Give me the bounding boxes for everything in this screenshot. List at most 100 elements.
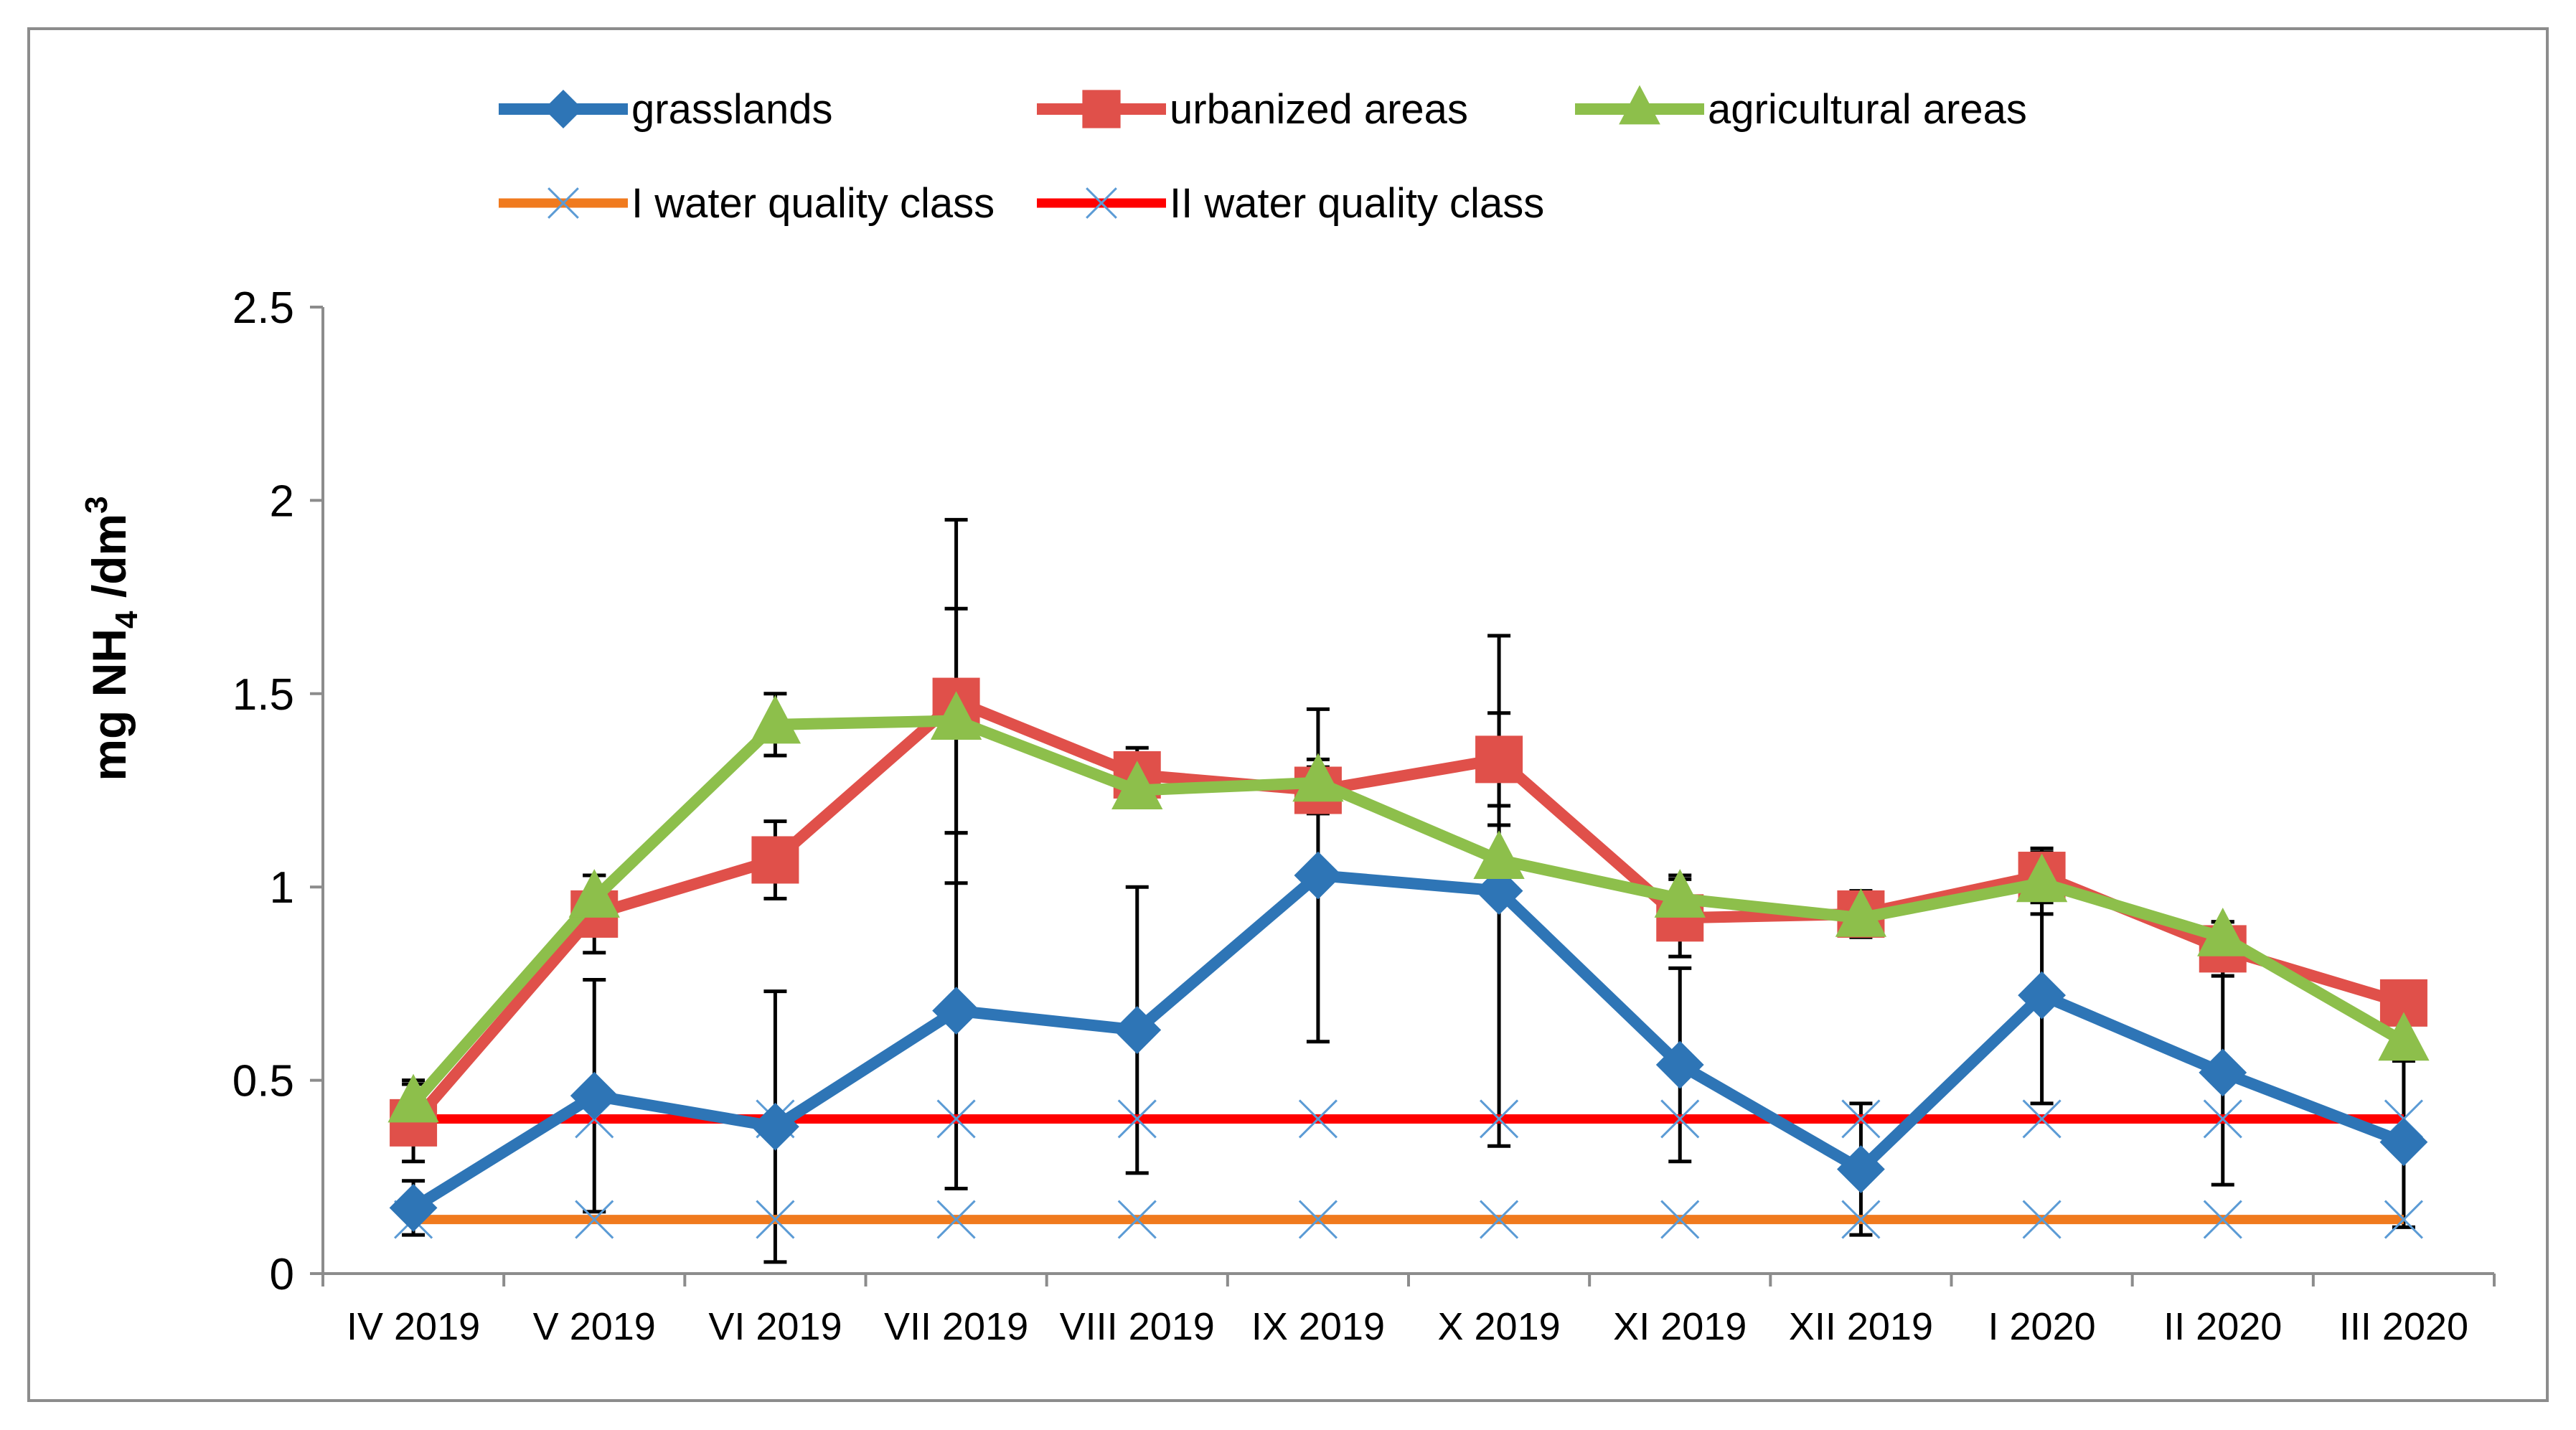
data-point-agricultural-areas [568,869,620,918]
data-point-ii-water-quality-class [1660,1099,1700,1139]
legend-marker [543,89,583,129]
x-tick-label: XI 2019 [1613,1305,1747,1348]
x-tick-label: X 2019 [1438,1305,1561,1348]
x-tick-label: VIII 2019 [1060,1305,1215,1348]
y-tick-label: 2.5 [232,283,294,333]
data-point-grasslands [2199,1048,2247,1097]
data-point-grasslands [932,987,980,1035]
legend-item-urbanized-areas: urbanized areas [1037,86,1468,133]
data-point-agricultural-areas [1473,830,1525,879]
y-axis-title: mg NH4 /dm3 [79,496,144,781]
data-point-agricultural-areas [930,691,982,740]
data-point-agricultural-areas [2197,907,2249,956]
data-point-i-water-quality-class [936,1200,976,1239]
data-point-ii-water-quality-class [2022,1099,2062,1139]
legend-item-grasslands: grasslands [499,86,832,133]
legend-item-agricultural-areas: agricultural areas [1575,85,2027,133]
data-point-i-water-quality-class [575,1200,614,1239]
data-point-agricultural-areas [1292,753,1344,802]
legend-marker [547,187,579,219]
chart-border [27,27,2549,1402]
x-marker-stroke [1660,1099,1700,1139]
x-marker-stroke [1298,1099,1338,1139]
data-point-agricultural-areas [749,695,802,744]
data-point-agricultural-areas [1835,888,1887,937]
legend: grasslands urbanized areas agricultural ar… [499,85,2027,227]
data-point-grasslands [2018,971,2066,1020]
x-marker-stroke [2022,1200,2062,1239]
data-point-urbanized-areas [751,836,799,884]
x-tick-label: VI 2019 [708,1305,842,1348]
data-point-grasslands [1475,867,1523,916]
data-point-agricultural-areas [387,1073,439,1123]
data-point-ii-water-quality-class [1298,1099,1338,1139]
x-marker-stroke [2203,1200,2242,1239]
x-tick-label: IX 2019 [1251,1305,1385,1348]
y-tick-label: 1.5 [232,670,294,720]
x-tick-label: V 2019 [533,1305,656,1348]
axes: 0 0.5 1 1.5 2 2.5 IV 2019 V 2019 VI 2019 VII 2019… [232,283,2496,1348]
data-point-agricultural-areas [1111,761,1163,809]
legend-marker [1086,187,1117,219]
data-point-agricultural-areas [1654,869,1706,918]
x-tick-label: XII 2019 [1789,1305,1933,1348]
x-marker-stroke [936,1099,976,1139]
x-marker-stroke [1841,1200,1881,1239]
data-point-grasslands [2379,1118,2428,1167]
x-tick-label: IV 2019 [347,1305,480,1348]
x-tick-label: VII 2019 [884,1305,1028,1348]
data-point-i-water-quality-class [756,1200,795,1239]
y-axis-title-sub: 4 [109,611,144,629]
data-point-agricultural-areas [2016,853,2068,903]
data-point-i-water-quality-class [1298,1200,1338,1239]
x-marker-stroke [1298,1200,1338,1239]
data-point-ii-water-quality-class [1480,1099,1519,1139]
data-point-i-water-quality-class [2384,1200,2423,1239]
x-marker-stroke [936,1200,976,1239]
data-point-ii-water-quality-class [2203,1099,2242,1139]
x-tick-label: I 2020 [1988,1305,2096,1348]
data-point-i-water-quality-class [1841,1200,1881,1239]
y-axis-title-mid: /dm [83,514,136,611]
data-point-grasslands [1113,1006,1162,1054]
data-point-grasslands [570,1071,619,1120]
legend-item-i-water-quality-class: I water quality class [499,180,995,227]
x-marker-stroke [1117,1099,1157,1139]
data-point-grasslands [389,1183,438,1232]
legend-marker [1082,90,1121,128]
x-marker-stroke [1117,1200,1157,1239]
svg-text:mg NH4 /dm3: mg NH4 /dm3 [79,496,144,781]
data-point-ii-water-quality-class [936,1099,976,1139]
x-tick-label: II 2020 [2163,1305,2282,1348]
x-marker-stroke [1480,1099,1519,1139]
y-tick-label: 1 [270,863,294,913]
y-tick-label: 2 [270,476,294,526]
legend-label: agricultural areas [1708,86,2027,133]
data-point-i-water-quality-class [1117,1200,1157,1239]
data-point-agricultural-areas [2378,1012,2430,1061]
data-point-grasslands [1294,851,1343,900]
y-tick-label: 0.5 [232,1057,294,1106]
x-tick-label: III 2020 [2339,1305,2468,1348]
x-marker-stroke [1660,1200,1700,1239]
series-line-agricultural-areas [409,715,2407,1108]
x-marker-stroke [2203,1099,2242,1139]
legend-label: urbanized areas [1170,86,1468,133]
data-point-ii-water-quality-class [1841,1099,1881,1139]
x-marker-stroke [547,187,579,219]
x-marker-stroke [2384,1200,2423,1239]
data-point-i-water-quality-class [2022,1200,2062,1239]
legend-label: grasslands [631,86,832,133]
data-point-ii-water-quality-class [1117,1099,1157,1139]
x-marker-stroke [1480,1200,1519,1239]
data-point-grasslands [1655,1040,1704,1089]
data-point-grasslands [1837,1145,1885,1193]
y-tick-label: 0 [270,1250,294,1299]
legend-item-ii-water-quality-class: II water quality class [1037,180,1544,227]
series-lines [387,677,2430,1239]
y-axis-title-base: mg NH [83,629,136,781]
data-point-i-water-quality-class [1660,1200,1700,1239]
data-point-grasslands [751,1102,799,1151]
data-point-urbanized-areas [1475,735,1523,784]
